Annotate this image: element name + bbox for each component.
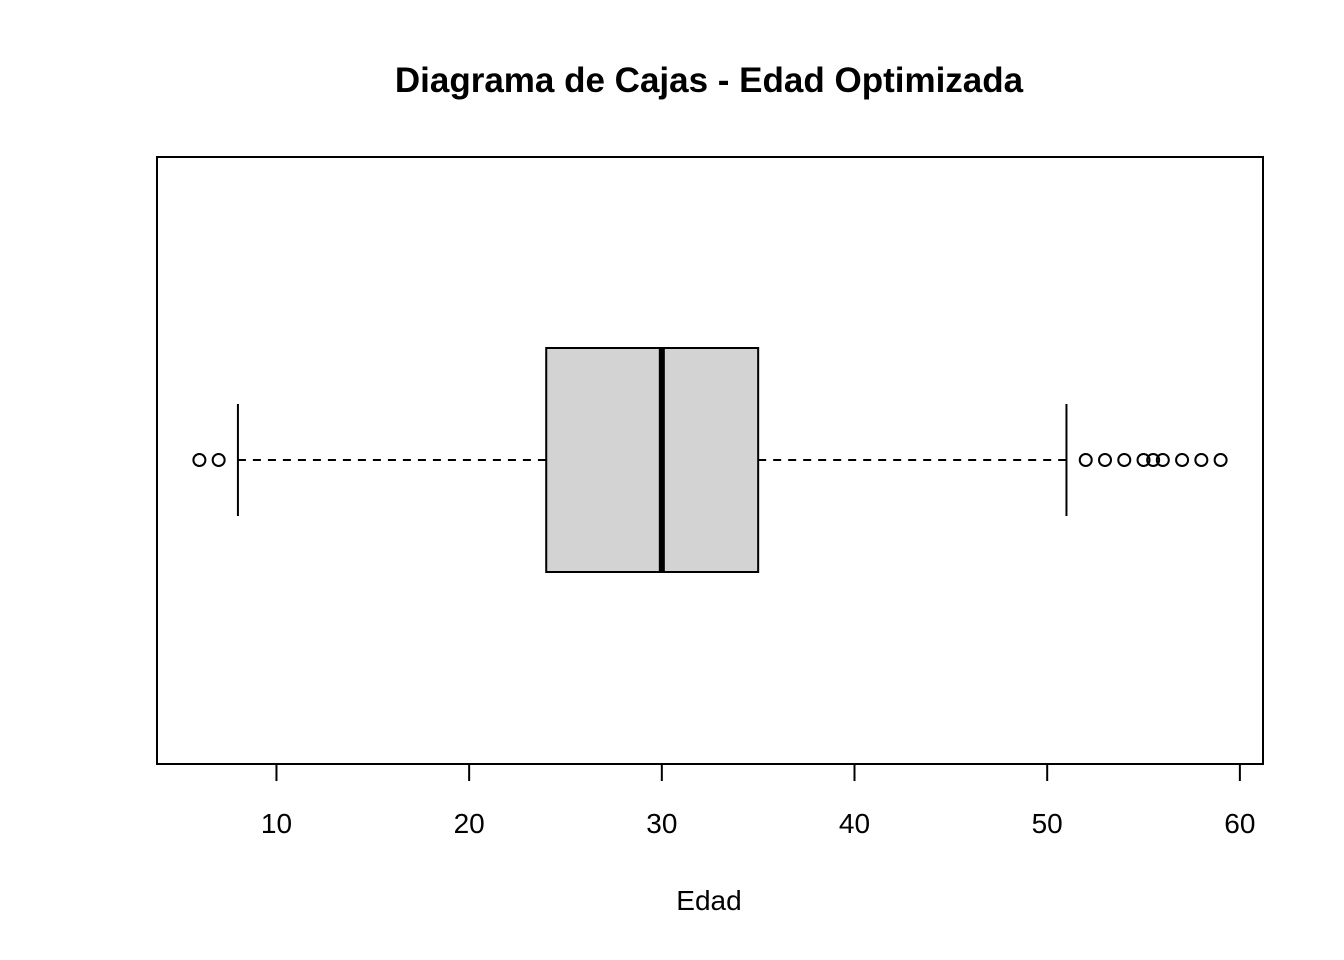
x-tick-label: 20 bbox=[454, 808, 485, 839]
x-axis: 10 20 30 40 50 60 bbox=[261, 763, 1255, 839]
outlier-point bbox=[1117, 453, 1132, 467]
box-plot bbox=[236, 347, 1068, 573]
outlier-point bbox=[1098, 453, 1112, 467]
outlier-point bbox=[1136, 453, 1151, 467]
x-tick-label: 10 bbox=[261, 808, 292, 839]
x-axis-label: Edad bbox=[676, 885, 741, 916]
x-tick-label: 50 bbox=[1032, 808, 1063, 839]
x-tick-label: 40 bbox=[839, 808, 870, 839]
outlier-point bbox=[192, 453, 207, 467]
x-tick-label: 30 bbox=[646, 808, 677, 839]
outlier-point bbox=[1155, 453, 1170, 467]
outlier-point bbox=[1175, 453, 1190, 467]
outliers bbox=[192, 453, 1228, 467]
outlier-point bbox=[211, 453, 226, 467]
outlier-point bbox=[1146, 453, 1161, 467]
chart-title: Diagrama de Cajas - Edad Optimizada bbox=[395, 61, 1024, 100]
x-tick-label: 60 bbox=[1224, 808, 1255, 839]
outlier-point bbox=[1213, 453, 1228, 467]
outlier-point bbox=[1078, 453, 1093, 467]
interquartile-box bbox=[545, 347, 760, 573]
outlier-point bbox=[1194, 453, 1209, 467]
